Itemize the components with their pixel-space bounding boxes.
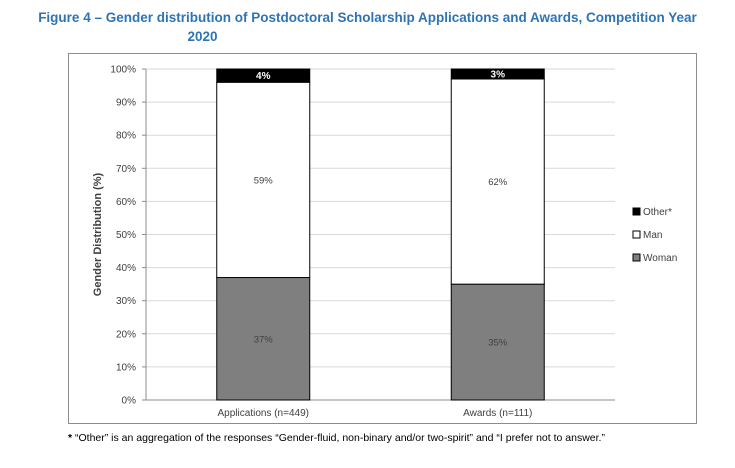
- y-tick-label: 20%: [116, 329, 136, 340]
- chart-frame: [68, 53, 697, 424]
- bar-other-0: [216, 68, 311, 83]
- y-tick-label: 0%: [122, 396, 137, 407]
- y-tick-label: 10%: [116, 362, 136, 373]
- legend-swatch: [632, 230, 641, 239]
- legend-swatch: [632, 253, 641, 262]
- legend-label: Other*: [643, 207, 672, 218]
- data-label: 4%: [256, 71, 271, 82]
- data-label: 59%: [254, 175, 274, 186]
- y-tick-label: 50%: [116, 230, 136, 241]
- y-axis-title: Gender Distribution (%): [92, 172, 104, 296]
- y-tick-label: 100%: [110, 65, 136, 76]
- footnote-text: “Other” is an aggregation of the respons…: [72, 432, 605, 444]
- y-tick-label: 80%: [116, 131, 136, 142]
- legend-swatch: [632, 207, 641, 216]
- bar-woman-1: [450, 283, 545, 401]
- bar-man-0: [216, 81, 311, 279]
- chart-title: Figure 4 – Gender distribution of Postdo…: [0, 8, 735, 46]
- data-label: 3%: [491, 69, 506, 80]
- x-tick-label: Awards (n=111): [463, 408, 532, 419]
- y-tick-label: 70%: [116, 164, 136, 175]
- x-tick-label: Applications (n=449): [218, 408, 309, 419]
- y-tick-label: 40%: [116, 263, 136, 274]
- bar-woman-0: [216, 277, 311, 401]
- y-tick-label: 60%: [116, 197, 136, 208]
- data-label: 35%: [488, 338, 508, 349]
- title-line-1: Figure 4 – Gender distribution of Postdo…: [38, 10, 697, 25]
- y-tick-label: 90%: [116, 98, 136, 109]
- data-label: 37%: [254, 334, 274, 345]
- title-line-2: 2020: [187, 29, 218, 44]
- bar-other-1: [450, 68, 545, 80]
- legend-label: Man: [643, 230, 662, 241]
- y-tick-label: 30%: [116, 296, 136, 307]
- legend-label: Woman: [643, 253, 677, 264]
- footnote: * “Other” is an aggregation of the respo…: [68, 432, 728, 444]
- data-label: 62%: [488, 177, 508, 188]
- bar-man-1: [450, 78, 545, 285]
- footnote-marker: *: [68, 432, 73, 444]
